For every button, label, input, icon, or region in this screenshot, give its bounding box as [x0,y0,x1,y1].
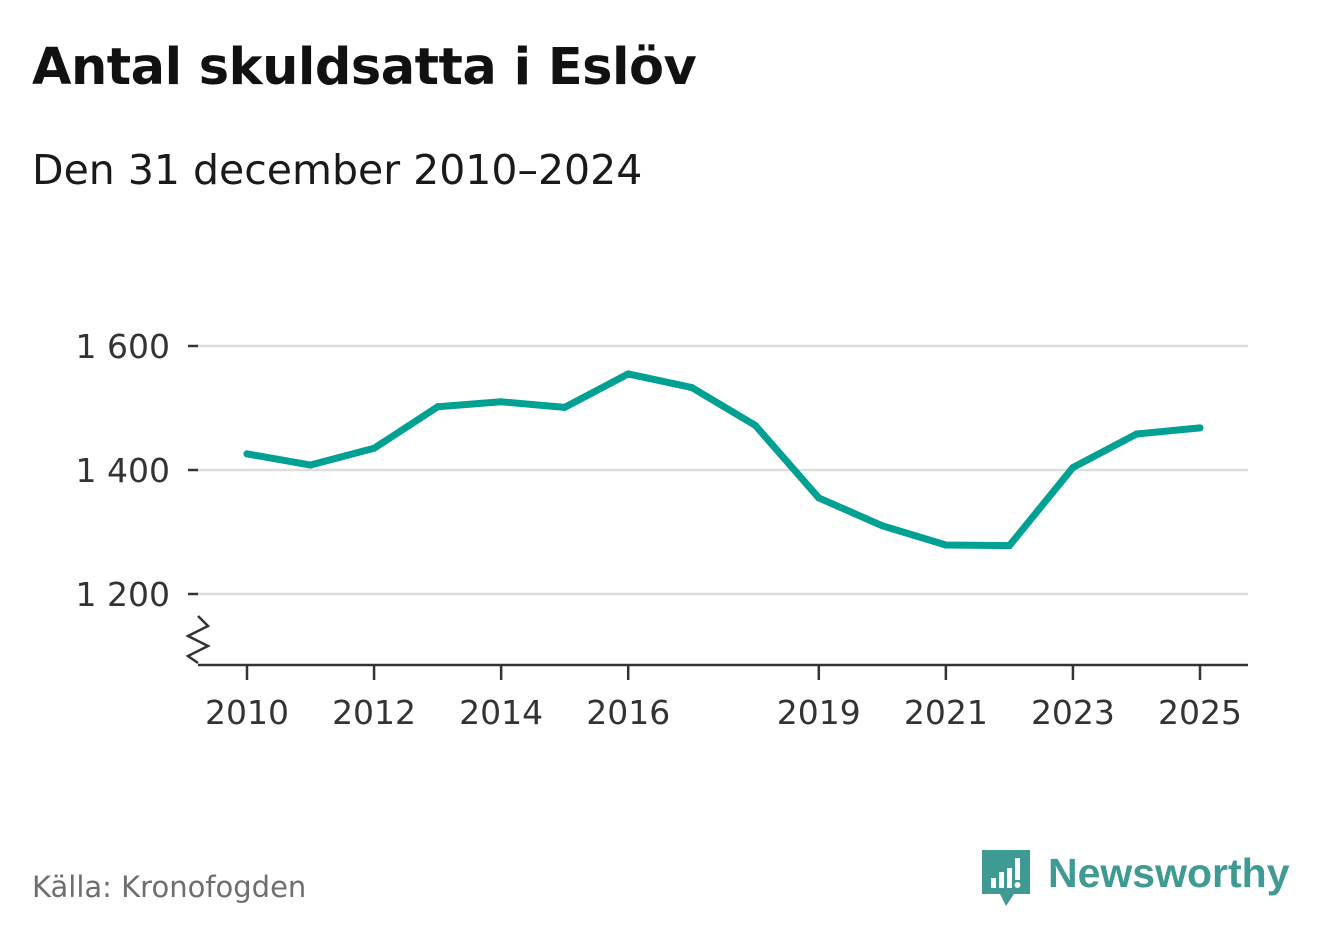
data-point [1196,424,1204,432]
y-tick-label: 1 200 [76,575,170,614]
chart-subtitle: Den 31 december 2010–2024 [32,146,643,194]
data-point [561,403,569,411]
y-axis-break-icon [185,615,211,665]
x-axis-ticks: 2010 2012 2014 2016 2019 2021 2023 2025 [205,665,1242,732]
data-point [688,384,696,392]
x-tick-label: 2023 [1031,693,1115,732]
data-point [370,444,378,452]
newsworthy-logo-icon [982,850,1030,906]
data-point [243,450,251,458]
x-tick-label: 2016 [586,693,670,732]
data-point [624,370,632,378]
data-point [751,421,759,429]
series-points [243,370,1204,550]
data-point [497,398,505,406]
data-point [878,522,886,530]
y-tick-label: 1 400 [76,451,170,490]
x-tick-label: 2010 [205,693,289,732]
brand-name: Newsworthy [1048,850,1290,896]
data-point [307,461,315,469]
x-tick-label: 2025 [1158,693,1242,732]
chart-title: Antal skuldsatta i Eslöv [32,38,697,97]
data-point [942,541,950,549]
x-tick-label: 2012 [332,693,416,732]
y-tick-label: 1 600 [76,327,170,366]
data-point [1069,464,1077,472]
data-point [1005,542,1013,550]
source-note: Källa: Kronofogden [32,870,307,904]
series-line [243,370,1204,550]
x-tick-label: 2014 [459,693,543,732]
data-point [434,403,442,411]
grid-lines [198,344,1248,596]
x-tick-label: 2021 [904,693,988,732]
data-point [1132,430,1140,438]
brand-logo: Newsworthy [980,848,1290,910]
x-tick-label: 2019 [777,693,861,732]
data-point [815,494,823,502]
y-axis-ticks: 1 200 1 400 1 600 [76,327,198,614]
